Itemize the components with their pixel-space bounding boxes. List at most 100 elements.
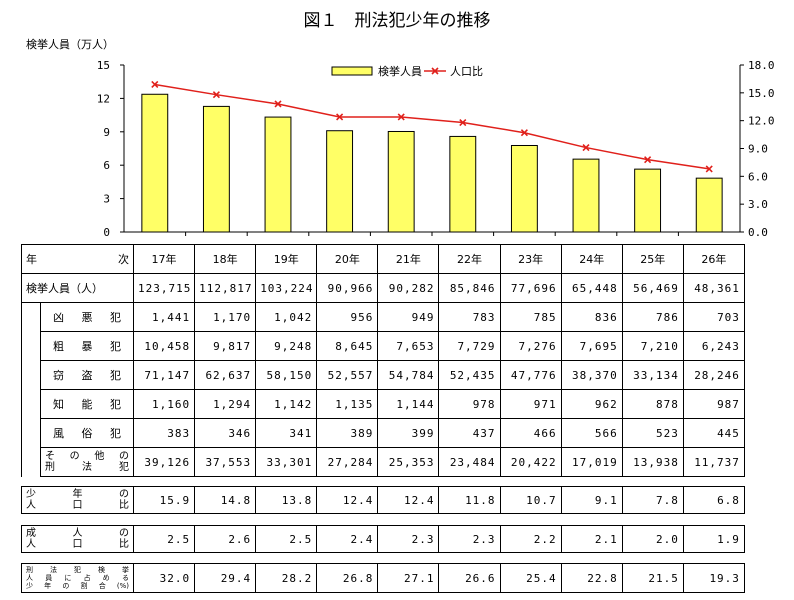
cell-value: 19.3 [682, 563, 745, 593]
cell-value: 7.8 [621, 486, 684, 514]
cell-value: 58,150 [255, 360, 318, 390]
cell-value: 17,019 [560, 447, 623, 477]
total-value: 56,469 [621, 273, 684, 303]
juvenile-ratio-label: 少年の人口比 [21, 486, 134, 514]
cell-value: 20,422 [499, 447, 562, 477]
cell-value: 22.8 [560, 563, 623, 593]
bar-18年 [202, 105, 230, 233]
total-value: 112,817 [194, 273, 257, 303]
share-label: 刑法犯検挙人員に占める少年の割合 (%) [21, 563, 134, 593]
cell-value: 47,776 [499, 360, 562, 390]
cell-value: 11.8 [438, 486, 501, 514]
crime-type-label: 知能犯 [40, 389, 134, 419]
cell-value: 13.8 [255, 486, 318, 514]
right-tick-label: 0.0 [748, 226, 768, 239]
cell-value: 1.9 [682, 525, 745, 553]
cell-value: 9,817 [194, 331, 257, 361]
cell-value: 52,557 [316, 360, 379, 390]
left-tick-label: 9 [103, 126, 110, 139]
juvenile-ratio-table: 少年の人口比 15.9 14.8 13.8 12.4 12.4 11.8 10.7 9.1 7.8… [21, 486, 745, 514]
cell-value: 7,729 [438, 331, 501, 361]
line-point-17年 [151, 80, 159, 89]
cell-value: 2.3 [438, 525, 501, 553]
cell-value: 23,484 [438, 447, 501, 477]
line-series [151, 80, 713, 173]
cell-value: 39,126 [132, 447, 196, 477]
crime-type-label: 窃盗犯 [40, 360, 134, 390]
cell-value: 1,142 [255, 389, 318, 419]
adult-ratio-row: 成人の人口比 2.5 2.6 2.5 2.4 2.3 2.3 2.2 2.1 2.0 1.9 [21, 525, 745, 553]
total-row: 検挙人員（人） 123,715 112,817 103,224 90,966 90,282… [21, 273, 745, 303]
cell-value: 9.1 [560, 486, 623, 514]
cell-value: 54,784 [377, 360, 440, 390]
legend: 検挙人員 人口比 [331, 64, 483, 78]
year-col-header: 17年 [132, 244, 196, 274]
cell-value: 15.9 [132, 486, 196, 514]
year-col-header: 23年 [499, 244, 562, 274]
cell-value: 2.6 [194, 525, 257, 553]
cell-value: 1,294 [194, 389, 257, 419]
cell-value: 25.4 [499, 563, 562, 593]
bar-20年 [326, 130, 354, 233]
year-col-header: 22年 [438, 244, 501, 274]
cell-value: 785 [499, 302, 562, 332]
cell-value: 10,458 [132, 331, 196, 361]
cell-value: 7,210 [621, 331, 684, 361]
crime-type-label: 風俗犯 [40, 418, 134, 448]
cell-value: 28,246 [682, 360, 745, 390]
y-left-axis-title: 検挙人員（万人） [26, 37, 114, 51]
cell-value: 399 [377, 418, 440, 448]
cell-value: 1,144 [377, 389, 440, 419]
data-table: 年次 17年 18年 19年 20年 21年 22年 23年 24年 25年 26年 検挙人員（人） 1… [21, 244, 745, 477]
line-point-22年 [459, 118, 467, 127]
cell-value: 703 [682, 302, 745, 332]
cell-value: 437 [438, 418, 501, 448]
cell-value: 8,645 [316, 331, 379, 361]
crime-type-label: 粗暴犯 [40, 331, 134, 361]
cell-value: 13,938 [621, 447, 684, 477]
left-tick-label: 0 [103, 226, 110, 239]
year-col-header: 20年 [316, 244, 379, 274]
left-tick-label: 6 [103, 159, 110, 172]
right-tick-label: 18.0 [748, 59, 775, 72]
page-title: 図１ 刑法犯少年の推移 [303, 11, 491, 31]
cell-value: 28.2 [255, 563, 318, 593]
right-tick-label: 6.0 [748, 170, 768, 183]
cell-value: 10.7 [499, 486, 562, 514]
total-value: 123,715 [132, 273, 196, 303]
legend-bar-label: 検挙人員 [378, 64, 422, 78]
cell-value: 7,653 [377, 331, 440, 361]
cell-value: 6.8 [682, 486, 745, 514]
total-value: 90,966 [316, 273, 379, 303]
table-row: 知能犯 1,160 1,294 1,142 1,135 1,144 978 971 962 878… [21, 389, 745, 419]
line-point-18年 [212, 91, 220, 99]
cell-value: 26.6 [438, 563, 501, 593]
cell-value: 21.5 [621, 563, 684, 593]
cell-value: 1,135 [316, 389, 379, 419]
indent-cell [21, 389, 41, 419]
legend-bar-swatch [331, 66, 373, 76]
cell-value: 383 [132, 418, 196, 448]
cell-value: 949 [377, 302, 440, 332]
table-row: 窃盗犯 71,147 62,637 58,150 52,557 54,784 52,435 4… [21, 360, 745, 390]
bar-21年 [387, 130, 415, 233]
bar-19年 [264, 116, 292, 233]
table-row: 風俗犯 383 346 341 389 399 437 466 566 523 445 [21, 418, 745, 448]
share-row: 刑法犯検挙人員に占める少年の割合 (%) 32.0 29.4 28.2 26.8 27.1 2… [21, 563, 745, 593]
cell-value: 52,435 [438, 360, 501, 390]
cell-value: 7,695 [560, 331, 623, 361]
share-table: 刑法犯検挙人員に占める少年の割合 (%) 32.0 29.4 28.2 26.8 27.1 2… [21, 563, 745, 593]
total-value: 103,224 [255, 273, 318, 303]
line-point-24年 [582, 144, 590, 152]
legend-line-label: 人口比 [450, 65, 483, 78]
cell-value: 389 [316, 418, 379, 448]
total-value: 65,448 [560, 273, 623, 303]
cell-value: 1,441 [132, 302, 196, 332]
cell-value: 523 [621, 418, 684, 448]
year-col-header: 21年 [377, 244, 440, 274]
cell-value: 27.1 [377, 563, 440, 593]
cell-value: 26.8 [316, 563, 379, 593]
right-tick-label: 15.0 [748, 87, 775, 100]
cell-value: 62,637 [194, 360, 257, 390]
cell-value: 346 [194, 418, 257, 448]
